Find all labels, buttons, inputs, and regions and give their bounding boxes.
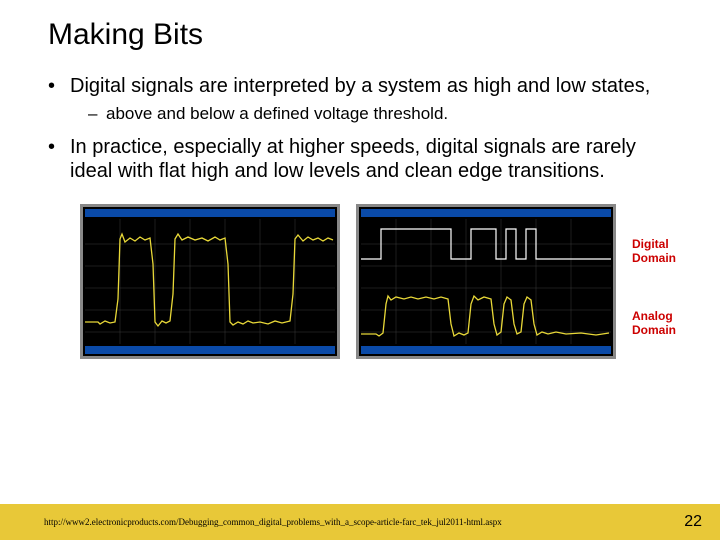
digital-domain-label: Digital Domain (632, 237, 676, 265)
page-number: 22 (684, 513, 702, 531)
domain-labels: Digital Domain Analog Domain (632, 204, 676, 359)
slide-body: Digital signals are interpreted by a sys… (0, 52, 720, 359)
citation-url: http://www2.electronicproducts.com/Debug… (44, 517, 502, 527)
oscilloscope-figures: Digital Domain Analog Domain (80, 204, 676, 359)
oscilloscope-left (80, 204, 340, 359)
analog-domain-label: Analog Domain (632, 309, 676, 337)
oscilloscope-right (356, 204, 616, 359)
bullet-2: In practice, especially at higher speeds… (44, 135, 676, 184)
bullet-1-sub: above and below a defined voltage thresh… (44, 104, 676, 124)
bullet-1: Digital signals are interpreted by a sys… (44, 74, 676, 98)
slide-title: Making Bits (0, 0, 720, 52)
footer-bar: http://www2.electronicproducts.com/Debug… (0, 504, 720, 540)
